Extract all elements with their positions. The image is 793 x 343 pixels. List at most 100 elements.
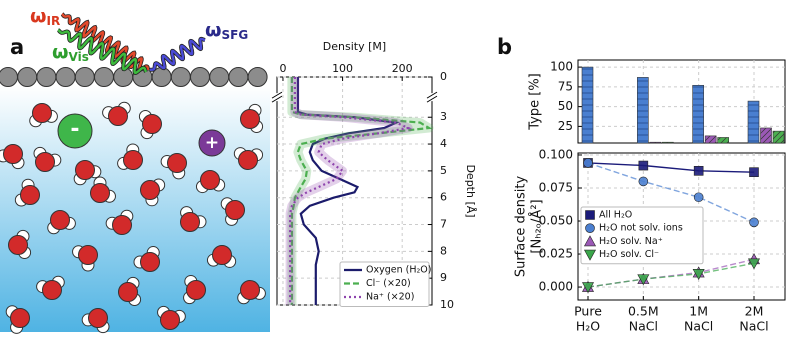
oxygen bbox=[78, 245, 98, 265]
omega: ω bbox=[52, 41, 69, 63]
marker bbox=[693, 192, 704, 203]
legend-swatch bbox=[583, 235, 597, 247]
oxygen bbox=[112, 215, 132, 235]
oxygen bbox=[140, 252, 160, 272]
x-tick-label: 0.5M bbox=[628, 304, 659, 319]
oxygen bbox=[32, 103, 52, 123]
omega-sub: Vis bbox=[69, 50, 89, 64]
series-line bbox=[587, 262, 755, 288]
legend-label: H₂O solv. Cl⁻ bbox=[599, 249, 659, 260]
y-axis-title: [Nₕ₂ₒ/Å²] bbox=[529, 199, 545, 253]
y-axis-title: Depth [Å] bbox=[464, 164, 477, 217]
marker bbox=[749, 217, 759, 228]
oxygen bbox=[240, 280, 260, 300]
oxygen bbox=[225, 200, 245, 220]
bar bbox=[704, 135, 717, 144]
y-tick-label: 9 bbox=[440, 271, 447, 284]
x-tick-label: H₂O bbox=[576, 319, 600, 334]
x-tick-label: NaCl bbox=[684, 319, 713, 334]
anion-label: - bbox=[70, 117, 79, 142]
bar bbox=[747, 100, 760, 144]
marker bbox=[638, 160, 649, 171]
y-tick-label: 5 bbox=[440, 164, 447, 177]
cation-label: + bbox=[205, 133, 219, 153]
omega-sub: IR bbox=[47, 14, 61, 28]
oxygen bbox=[240, 109, 260, 129]
x-tick-label: 0 bbox=[279, 62, 286, 75]
omega-sfg-label: ωSFG bbox=[205, 19, 248, 42]
light-beam bbox=[149, 37, 206, 72]
y-tick-label: 3 bbox=[440, 110, 447, 123]
series-line bbox=[587, 162, 755, 223]
y-tick-label: 7 bbox=[440, 218, 447, 231]
y-tick-label: 8 bbox=[440, 244, 447, 257]
x-tick-label: 2M bbox=[745, 304, 764, 319]
surface-atom bbox=[170, 67, 191, 87]
x-tick-label: 100 bbox=[332, 62, 353, 75]
y-tick-label: 50 bbox=[558, 99, 573, 113]
axis-break bbox=[272, 93, 282, 102]
series-line bbox=[587, 162, 755, 173]
x-axis-title: Density [M] bbox=[323, 40, 386, 53]
bar bbox=[772, 130, 785, 144]
x-tick-label: 200 bbox=[392, 62, 413, 75]
oxygen bbox=[50, 210, 70, 230]
bar bbox=[649, 141, 662, 144]
legend-label: Cl⁻ (×20) bbox=[366, 278, 411, 289]
legend-swatch bbox=[585, 210, 595, 220]
oxygen bbox=[75, 160, 95, 180]
omega: ω bbox=[205, 19, 222, 41]
light-beam bbox=[57, 28, 148, 75]
oxygen bbox=[10, 308, 30, 328]
omega-vis-label: ωVis bbox=[52, 41, 89, 64]
oxygen bbox=[118, 282, 138, 302]
marker bbox=[747, 258, 761, 270]
y-axis-title: Surface density bbox=[514, 176, 529, 278]
legend-label: All H₂O bbox=[599, 210, 632, 221]
legend-swatch bbox=[583, 249, 597, 261]
marker bbox=[692, 269, 705, 280]
oxygen bbox=[238, 150, 258, 170]
surface-atom bbox=[228, 67, 249, 87]
marker bbox=[749, 167, 759, 177]
y-tick-label: 0.050 bbox=[539, 214, 573, 228]
x-tick-label: NaCl bbox=[739, 319, 768, 334]
bar bbox=[692, 84, 704, 144]
oxygen bbox=[42, 280, 62, 300]
oxygen bbox=[186, 280, 206, 300]
y-tick-label: 0 bbox=[440, 70, 447, 83]
anion bbox=[57, 113, 93, 149]
density-line bbox=[290, 77, 433, 305]
bar bbox=[717, 137, 729, 144]
illustration: -+ bbox=[0, 12, 270, 334]
y-tick-label: 100 bbox=[550, 60, 573, 74]
y-tick-label: 10 bbox=[440, 298, 454, 311]
surface-atom bbox=[190, 67, 210, 87]
marker bbox=[581, 282, 595, 294]
legend-box bbox=[339, 261, 430, 307]
axis-break-mark bbox=[426, 91, 438, 99]
surface-atom bbox=[17, 67, 38, 87]
legend-label: Na⁺ (×20) bbox=[366, 292, 414, 303]
oxygen bbox=[160, 310, 180, 330]
y-axis-title: Type [%] bbox=[528, 73, 543, 131]
marker bbox=[693, 166, 704, 176]
panel-label: b bbox=[497, 35, 512, 59]
legend-label: H₂O not solv. ions bbox=[599, 223, 683, 234]
omega-sub: SFG bbox=[222, 28, 249, 42]
marker bbox=[583, 158, 593, 168]
oxygen bbox=[90, 183, 110, 203]
surface-atom bbox=[36, 67, 57, 87]
oxygen bbox=[200, 170, 220, 190]
oxygen bbox=[180, 212, 200, 232]
oxygen bbox=[35, 152, 55, 172]
bar bbox=[637, 77, 649, 144]
y-tick-label: 0.100 bbox=[539, 147, 573, 161]
y-tick-label: 75 bbox=[558, 79, 573, 93]
surface-atom bbox=[209, 67, 230, 87]
marker bbox=[638, 176, 649, 187]
oxygen bbox=[142, 114, 162, 134]
marker bbox=[637, 274, 650, 286]
bar bbox=[581, 66, 594, 144]
surface-atom bbox=[94, 67, 114, 87]
